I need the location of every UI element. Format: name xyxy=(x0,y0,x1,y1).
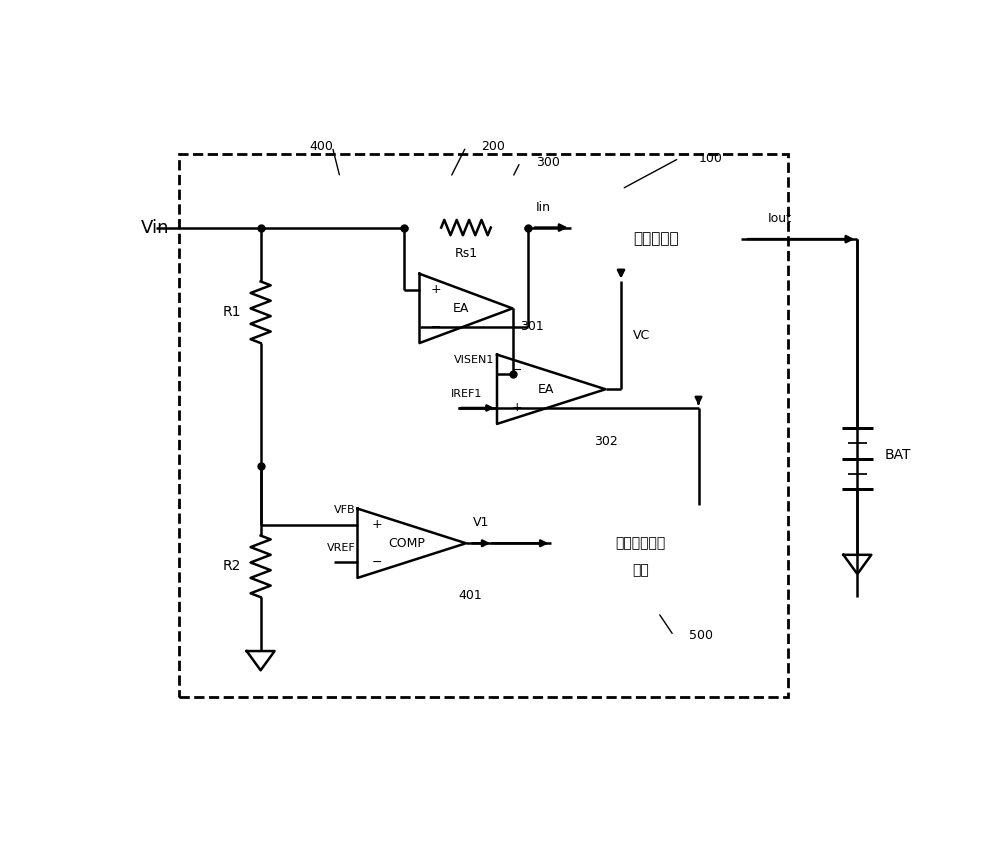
Text: 300: 300 xyxy=(536,155,560,169)
Text: 功率变换器: 功率变换器 xyxy=(633,231,679,246)
Text: VC: VC xyxy=(633,329,650,342)
Text: 100: 100 xyxy=(698,152,722,165)
Text: 输入电流基准: 输入电流基准 xyxy=(615,536,666,550)
Text: −: − xyxy=(511,364,522,377)
Text: +: + xyxy=(372,518,382,531)
Text: VISEN1: VISEN1 xyxy=(454,354,495,365)
Bar xyxy=(373,185,683,458)
Text: −: − xyxy=(372,555,382,569)
Text: Rs1: Rs1 xyxy=(454,246,478,260)
Text: 302: 302 xyxy=(594,436,618,448)
Text: VFB: VFB xyxy=(334,506,355,516)
Text: 200: 200 xyxy=(482,140,505,154)
Text: BAT: BAT xyxy=(885,447,911,462)
Text: +: + xyxy=(431,284,442,296)
Text: 电路: 电路 xyxy=(632,563,649,577)
Bar xyxy=(179,154,788,697)
Text: −: − xyxy=(431,321,441,333)
Text: R2: R2 xyxy=(223,560,241,573)
Text: VREF: VREF xyxy=(326,543,355,553)
Bar xyxy=(571,197,741,281)
Bar xyxy=(234,185,660,663)
Text: 401: 401 xyxy=(458,589,482,603)
Text: IREF1: IREF1 xyxy=(450,389,482,398)
Text: 301: 301 xyxy=(520,320,544,333)
Text: 400: 400 xyxy=(309,140,333,154)
Text: EA: EA xyxy=(453,302,470,315)
Text: Iout: Iout xyxy=(768,212,792,225)
Text: +: + xyxy=(511,402,522,414)
Text: EA: EA xyxy=(538,383,554,396)
Text: R1: R1 xyxy=(223,306,241,319)
Text: Vin: Vin xyxy=(140,219,169,236)
Text: Iin: Iin xyxy=(536,201,551,214)
Text: V1: V1 xyxy=(473,517,490,529)
Text: 500: 500 xyxy=(689,629,713,642)
Text: COMP: COMP xyxy=(388,537,425,549)
Bar xyxy=(551,505,730,605)
